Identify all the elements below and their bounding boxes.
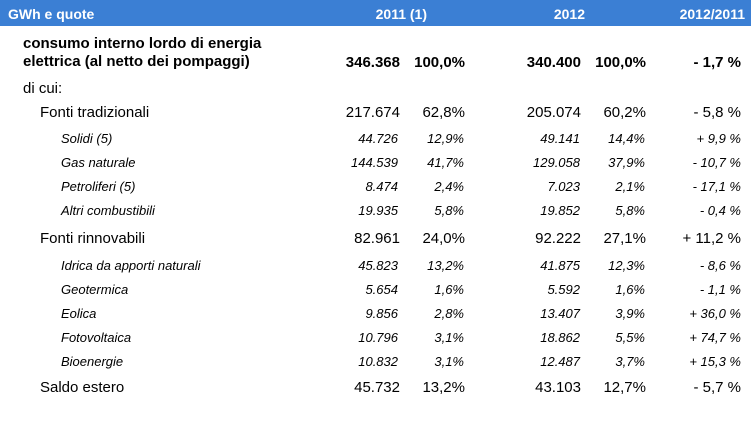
share-2011: 12,9% [427,131,464,146]
share-2011: 62,8% [422,104,465,121]
share-2012: 3,7% [615,354,645,369]
value-2012: 129.058 [533,155,580,170]
value-2012: 12.487 [540,354,580,369]
share-2012: 5,8% [615,203,645,218]
value-2011: 217.674 [345,104,400,121]
share-2012: 14,4% [608,131,645,146]
share-2012: 12,3% [608,258,645,273]
value-2012: 43.103 [535,379,581,396]
delta-2012-2011: - 5,7 % [693,379,741,396]
value-2011: 44.726 [358,131,398,146]
share-2012: 27,1% [603,230,646,247]
row-label: Bioenergie [61,354,124,369]
total-2011-value: 346.368 [345,54,400,71]
value-2012: 41.875 [540,258,580,273]
delta-2012-2011: - 1,1 % [699,282,741,297]
share-2011: 24,0% [422,230,465,247]
row-label: Fonti tradizionali [40,104,150,121]
total-delta: - 1,7 % [693,54,741,71]
row-label: Fonti rinnovabili [40,230,146,247]
row-label: Solidi (5) [61,131,113,146]
value-2011: 10.832 [358,354,398,369]
value-2011: 45.823 [358,258,398,273]
share-2012: 2,1% [615,179,645,194]
delta-2012-2011: - 0,4 % [699,203,741,218]
share-2011: 5,8% [434,203,464,218]
column-2012-header: 2012 [553,6,585,22]
share-2012: 5,5% [615,330,645,345]
value-2012: 13.407 [540,306,580,321]
column-2011-header: 2011 (1) [375,6,427,22]
share-2011: 2,8% [434,306,464,321]
delta-2012-2011: + 36,0 % [689,306,741,321]
share-2012: 37,9% [608,155,645,170]
delta-2012-2011: - 17,1 % [692,179,741,194]
value-2012: 7.023 [547,179,580,194]
value-2011: 9.856 [365,306,398,321]
share-2012: 60,2% [603,104,646,121]
delta-2012-2011: + 15,3 % [689,354,741,369]
delta-2012-2011: - 5,8 % [693,104,741,121]
share-2011: 41,7% [427,155,464,170]
value-2011: 45.732 [354,379,400,396]
share-2012: 3,9% [615,306,645,321]
total-label-line2: elettrica (al netto dei pompaggi) [23,53,250,70]
value-2011: 82.961 [354,230,400,247]
share-2011: 2,4% [434,179,464,194]
row-label: Altri combustibili [61,203,155,218]
unit-label: GWh e quote [8,6,95,22]
value-2012: 18.862 [540,330,580,345]
table-header: GWh e quote 2011 (1) 2012 2012/2011 [0,0,751,26]
value-2012: 5.592 [547,282,580,297]
share-2011: 3,1% [434,330,464,345]
share-2011: 13,2% [427,258,464,273]
value-2012: 205.074 [526,104,581,121]
share-2011: 3,1% [434,354,464,369]
value-2011: 144.539 [351,155,398,170]
share-2012: 12,7% [603,379,646,396]
total-2012-share: 100,0% [595,54,646,71]
delta-2012-2011: + 74,7 % [689,330,741,345]
row-label: Fotovoltaica [61,330,132,345]
value-2011: 8.474 [365,179,398,194]
di-cui-label: di cui: [23,80,63,97]
delta-2012-2011: - 8,6 % [699,258,741,273]
total-label-line1: consumo interno lordo di energia [23,35,262,52]
row-label: Eolica [61,306,97,321]
share-2011: 1,6% [434,282,464,297]
row-label: Gas naturale [61,155,136,170]
delta-2012-2011: + 9,9 % [696,131,741,146]
share-2012: 1,6% [615,282,645,297]
delta-2012-2011: - 10,7 % [692,155,741,170]
column-ratio-header: 2012/2011 [679,6,745,22]
total-2011-share: 100,0% [414,54,465,71]
delta-2012-2011: + 11,2 % [682,230,741,247]
row-label: Idrica da apporti naturali [61,258,201,273]
row-label: Saldo estero [40,379,125,396]
share-2011: 13,2% [422,379,465,396]
value-2011: 19.935 [358,203,398,218]
value-2012: 19.852 [540,203,580,218]
value-2012: 92.222 [535,230,581,247]
value-2012: 49.141 [540,131,580,146]
total-2012-value: 340.400 [526,54,581,71]
row-label: Petroliferi (5) [61,179,136,194]
value-2011: 10.796 [358,330,398,345]
row-label: Geotermica [61,282,129,297]
value-2011: 5.654 [365,282,398,297]
